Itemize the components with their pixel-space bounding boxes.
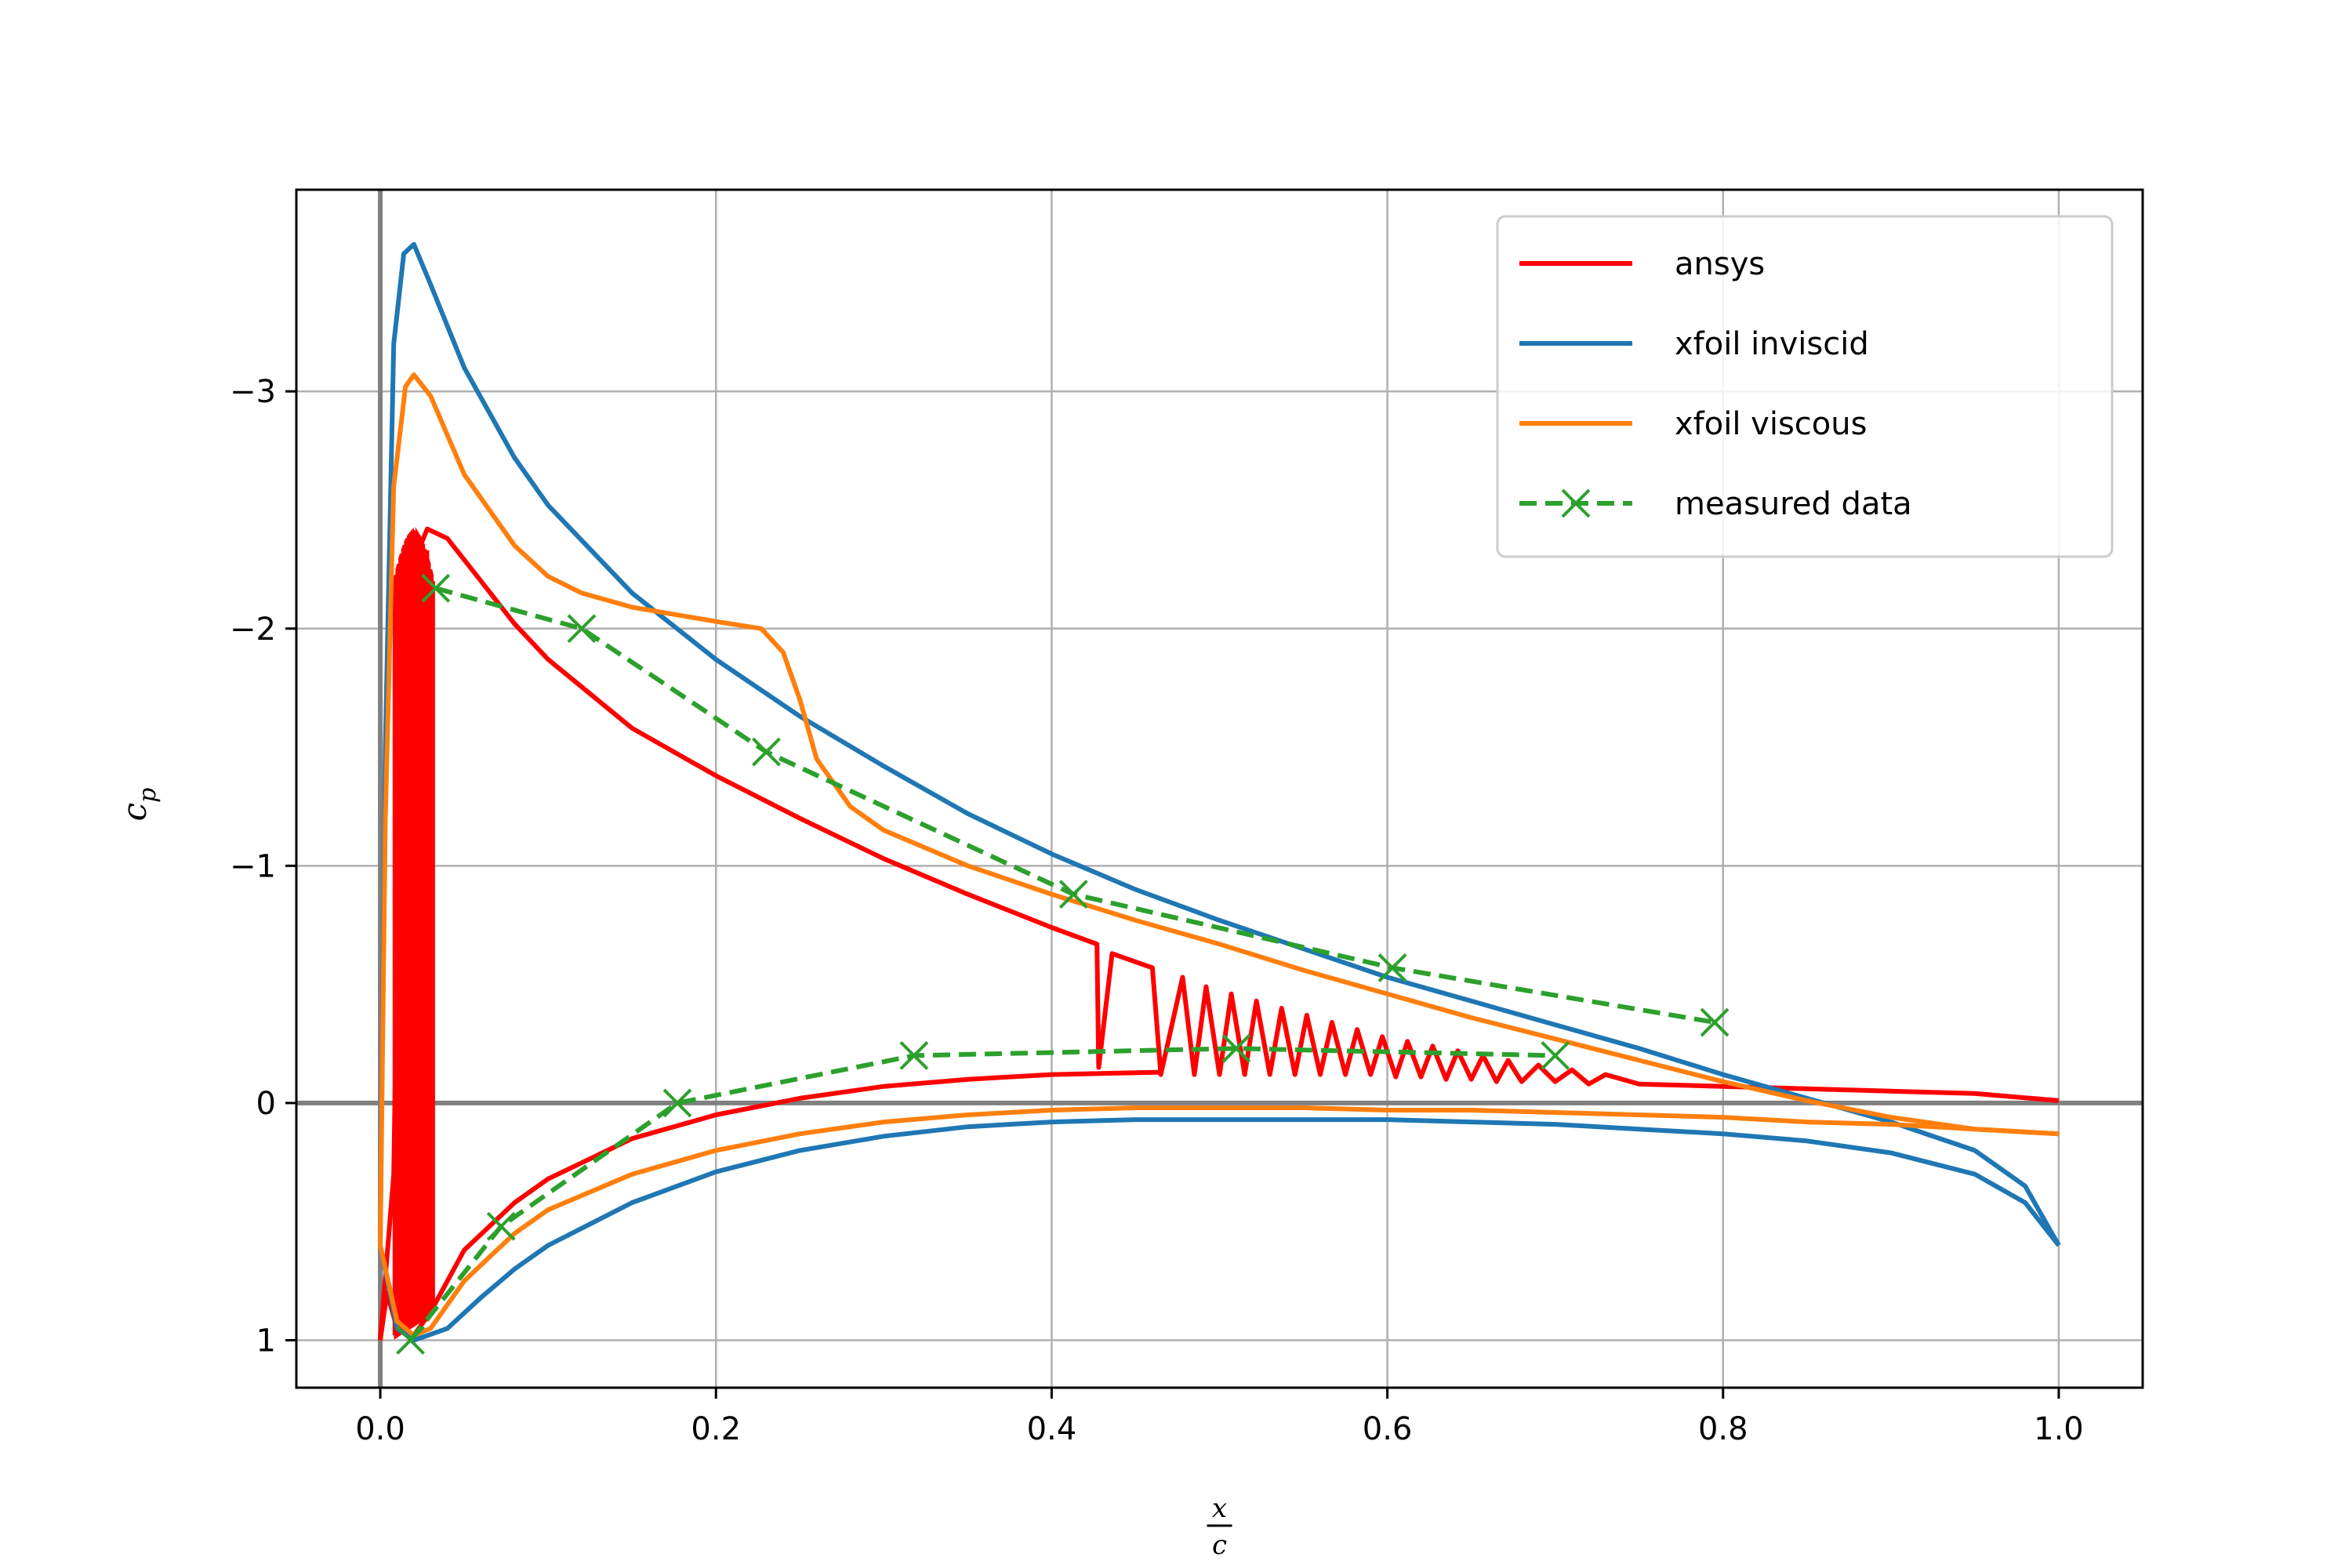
series-line-xfoil-viscous-lower <box>378 1105 2060 1338</box>
legend-label: xfoil inviscid <box>1675 326 1869 362</box>
plot-area <box>378 241 2061 1355</box>
data-point-marker <box>752 737 781 767</box>
data-point-marker <box>1377 953 1407 982</box>
x-tick-label: 0.2 <box>691 1411 741 1447</box>
data-point-marker <box>662 1088 692 1118</box>
legend-label: ansys <box>1675 246 1765 282</box>
series-line-ansys-upper <box>378 526 2060 1341</box>
x-tick-label: 0.4 <box>1027 1411 1077 1447</box>
series-line-measured-data-upper <box>434 586 1715 1025</box>
axes-frame <box>295 188 2144 1389</box>
legend: ansys xfoil inviscid xfoil viscous measured… <box>1496 215 2114 558</box>
series-line-xfoil-inviscid-upper <box>378 241 2061 1247</box>
legend-item-xfoil-inviscid: xfoil inviscid <box>1519 326 1869 362</box>
data-point-marker <box>567 614 597 644</box>
y-tick-label: −3 <box>230 374 276 410</box>
legend-item-ansys: ansys <box>1519 246 1765 282</box>
data-point-marker <box>1221 1033 1251 1063</box>
series-layer <box>378 241 2061 1355</box>
series-ansys <box>378 526 2060 1341</box>
legend-item-xfoil-viscous: xfoil viscous <box>1519 406 1867 442</box>
series-line-measured-data-lower <box>408 1046 1555 1342</box>
ansys-dense-band <box>403 550 430 1322</box>
data-point-marker <box>421 573 451 603</box>
y-tick-label: 0 <box>256 1086 276 1122</box>
x-tick-label: 0.0 <box>355 1411 405 1447</box>
series-line-xfoil-inviscid-lower <box>378 1117 2061 1343</box>
data-point-marker <box>486 1211 516 1241</box>
x-tick-label: 1.0 <box>2034 1411 2084 1447</box>
y-tick-label: −1 <box>230 848 276 884</box>
y-tick-label: 1 <box>256 1323 276 1359</box>
x-axis-label-numerator: x <box>1212 1493 1227 1524</box>
x-tick-label: 0.6 <box>1363 1411 1413 1447</box>
legend-item-measured-data: measured data <box>1519 486 1912 522</box>
data-point-marker <box>1058 880 1088 909</box>
data-point-marker <box>396 1326 425 1355</box>
data-point-marker <box>1541 1040 1570 1070</box>
data-point-marker <box>1700 1007 1730 1037</box>
ticks: 0.0 0.2 0.4 0.6 0.8 1.0 1 0 −1 −2 −3 <box>230 374 2084 1447</box>
legend-label: xfoil viscous <box>1675 406 1867 442</box>
x-tick-label: 0.8 <box>1698 1411 1748 1447</box>
y-tick-label: −2 <box>230 612 276 648</box>
legend-box <box>1496 215 2114 558</box>
legend-label: measured data <box>1675 486 1912 522</box>
data-point-marker <box>899 1040 929 1070</box>
legend-marker <box>1561 488 1591 518</box>
y-axis-label-subscript: p <box>134 788 162 803</box>
series-xfoil-inviscid <box>378 241 2061 1343</box>
series-measured-data <box>396 573 1730 1355</box>
x-axis-label-denominator: c <box>1212 1530 1227 1561</box>
